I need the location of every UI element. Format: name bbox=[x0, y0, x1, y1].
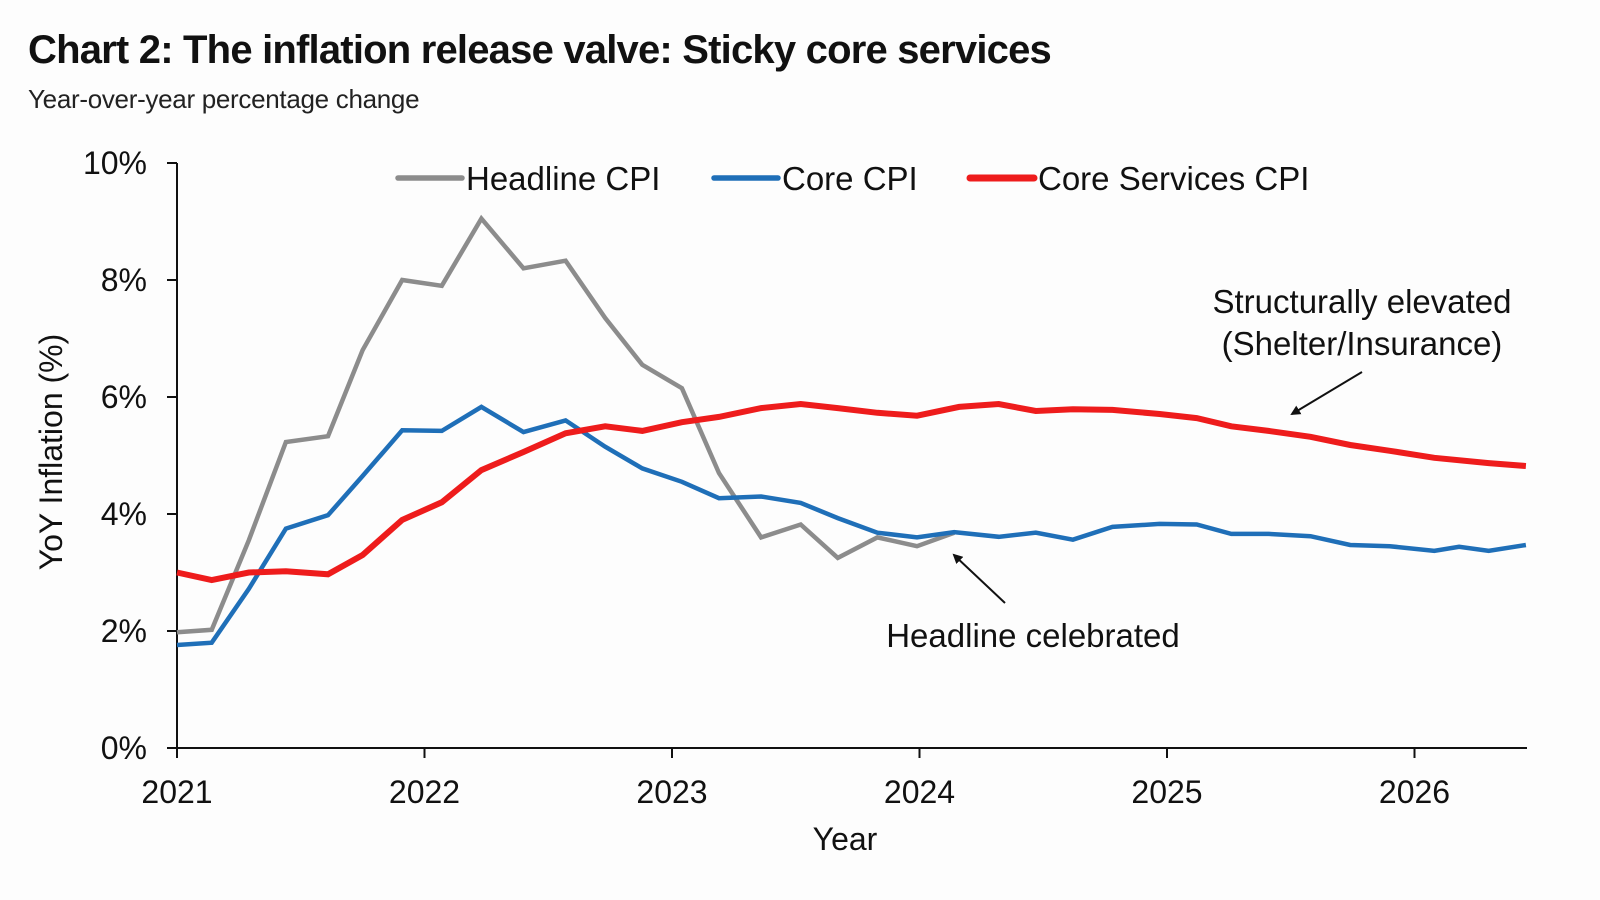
annotation-arrow-structural bbox=[1290, 371, 1363, 416]
y-tick-label: 0% bbox=[101, 730, 147, 766]
legend-label: Headline CPI bbox=[466, 160, 660, 197]
axes: 0% 2% 4% 6% 8% 10% 2021 2022 2023 2024 2025 2026 bbox=[83, 145, 1527, 810]
series-lines bbox=[176, 214, 1527, 648]
chart-title: Chart 2: The inflation release valve: St… bbox=[28, 28, 1052, 72]
y-tick-label: 4% bbox=[101, 496, 147, 532]
y-axis-label: YoY Inflation (%) bbox=[33, 334, 69, 571]
series-line-core-services-cpi bbox=[176, 400, 1527, 584]
chart-subtitle: Year-over-year percentage change bbox=[28, 84, 420, 114]
x-tick-label: 2026 bbox=[1379, 774, 1450, 810]
y-tick-label: 10% bbox=[83, 145, 147, 181]
x-axis-label: Year bbox=[813, 821, 878, 857]
y-tick-label: 2% bbox=[101, 613, 147, 649]
y-tick-label: 6% bbox=[101, 379, 147, 415]
x-tick-label: 2023 bbox=[636, 774, 707, 810]
annotation-structurally-elevated-line2: (Shelter/Insurance) bbox=[1222, 325, 1503, 362]
series-line-core-cpi bbox=[176, 404, 1527, 648]
y-tick-label: 8% bbox=[101, 262, 147, 298]
legend-label: Core Services CPI bbox=[1038, 160, 1309, 197]
annotation-headline-celebrated: Headline celebrated bbox=[886, 617, 1180, 654]
x-tick-label: 2024 bbox=[884, 774, 955, 810]
x-tick-label: 2025 bbox=[1131, 774, 1202, 810]
legend-label: Core CPI bbox=[782, 160, 918, 197]
series-line-headline-cpi bbox=[176, 214, 955, 635]
annotation-structurally-elevated-line1: Structurally elevated bbox=[1213, 283, 1512, 320]
annotation-arrow-headline bbox=[952, 553, 1006, 604]
legend: Headline CPI Core CPI Core Services CPI bbox=[395, 160, 1309, 197]
x-tick-label: 2021 bbox=[141, 774, 212, 810]
x-tick-label: 2022 bbox=[389, 774, 460, 810]
